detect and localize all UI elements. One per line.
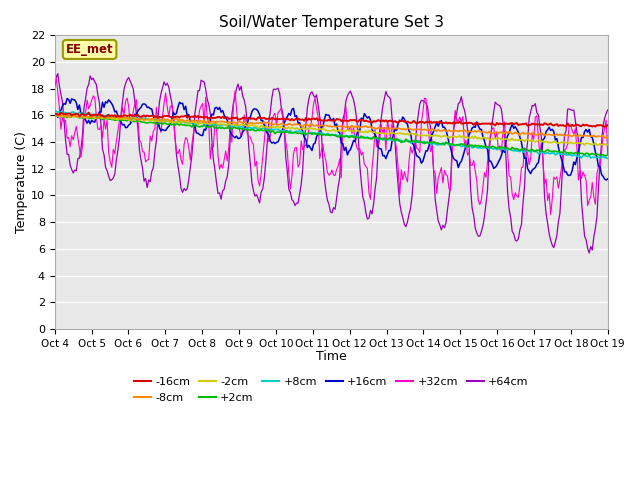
X-axis label: Time: Time bbox=[316, 350, 347, 363]
Y-axis label: Temperature (C): Temperature (C) bbox=[15, 131, 28, 233]
Title: Soil/Water Temperature Set 3: Soil/Water Temperature Set 3 bbox=[219, 15, 444, 30]
Text: EE_met: EE_met bbox=[66, 43, 113, 56]
Legend: -16cm, -8cm, -2cm, +2cm, +8cm, +16cm, +32cm, +64cm: -16cm, -8cm, -2cm, +2cm, +8cm, +16cm, +3… bbox=[129, 372, 533, 407]
